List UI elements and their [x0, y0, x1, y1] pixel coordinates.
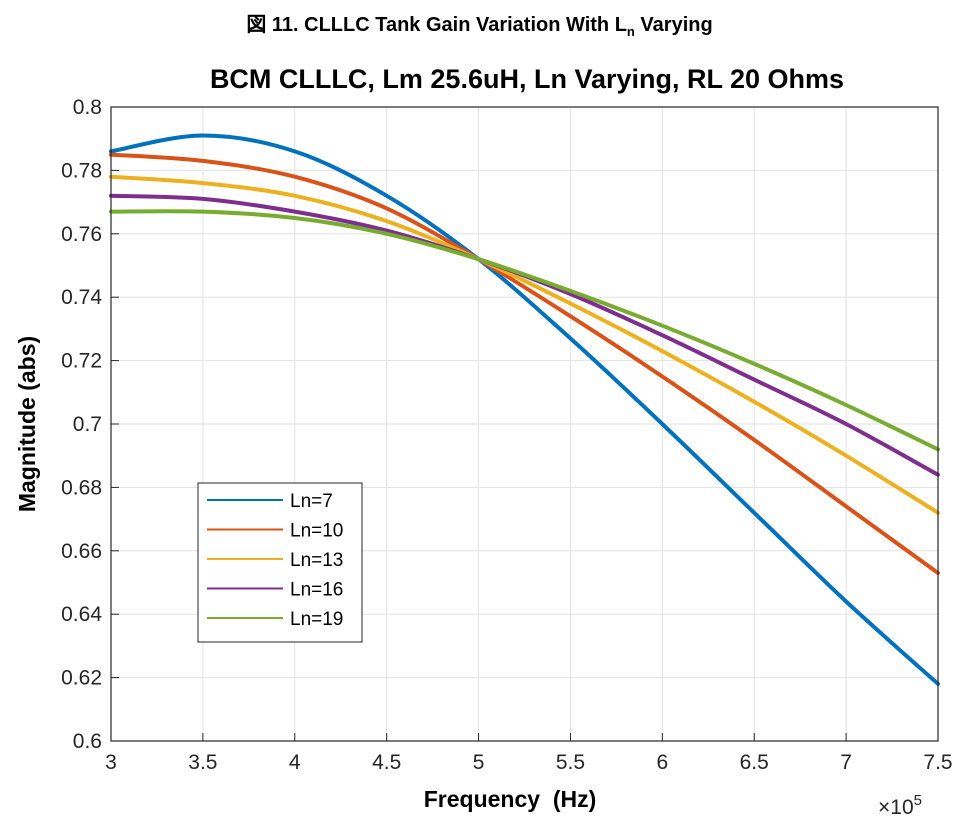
y-tick-label: 0.68	[61, 476, 102, 499]
y-tick-label: 0.76	[61, 223, 102, 246]
y-tick-label: 0.7	[73, 413, 102, 436]
x-tick-label: 7.5	[923, 751, 952, 774]
legend-box	[197, 482, 363, 643]
x-tick-label: 4.5	[372, 751, 401, 774]
x-tick-label: 3.5	[188, 751, 217, 774]
series-line-ln-7	[109, 133, 940, 686]
series-line-ln-10	[109, 152, 940, 575]
legend-label-ln-16: Ln=16	[290, 580, 343, 601]
x-tick-label: 7	[840, 751, 852, 774]
y-tick-label: 0.66	[61, 540, 102, 563]
y-axis-title: Magnitude (abs)	[14, 336, 40, 512]
y-tick-label: 0.72	[61, 350, 102, 373]
y-tick-label: 0.8	[73, 96, 102, 119]
legend-label-ln-10: Ln=10	[290, 521, 343, 542]
ticks: 3 3.5 4 4.5 5 5.5 6 6.5 7 7.5 0.6 0.62 0.64 0.66 0.68 0…	[61, 96, 952, 774]
legend-label-ln-7: Ln=7	[290, 491, 333, 512]
x-tick-label: 4	[289, 751, 301, 774]
legend-label-ln-19: Ln=19	[290, 609, 343, 630]
x-multiplier-exponent: 5	[914, 792, 922, 809]
y-tick-label: 0.74	[61, 286, 102, 309]
chart-title: BCM CLLLC, Lm 25.6uH, Ln Varying, RL 20 …	[210, 64, 844, 94]
series-line-ln-19	[109, 209, 940, 452]
y-tick-label: 0.64	[61, 603, 102, 626]
x-tick-label: 5.5	[556, 751, 585, 774]
caption-subscript: n	[626, 24, 635, 39]
legend-label-ln-13: Ln=13	[290, 550, 343, 571]
y-tick-label: 0.6	[73, 730, 102, 753]
y-tick-label: 0.62	[61, 667, 102, 690]
caption-suffix: Varying	[634, 14, 713, 36]
x-multiplier: ×105	[878, 792, 922, 819]
caption-prefix: 図 11. CLLLC Tank Gain Variation With L	[246, 14, 627, 36]
x-axis-title: Frequency (Hz)	[424, 786, 597, 812]
x-tick-label: 6.5	[740, 751, 769, 774]
x-tick-label: 5	[473, 751, 485, 774]
series-lines	[109, 133, 940, 686]
legend: Ln=7 Ln=10 Ln=13 Ln=16 Ln=19	[197, 482, 363, 643]
y-tick-label: 0.78	[61, 159, 102, 182]
x-multiplier-base: ×10	[878, 796, 914, 819]
series-line-ln-13	[109, 174, 940, 515]
figure-caption: 図 11. CLLLC Tank Gain Variation With Ln …	[0, 8, 959, 39]
x-tick-label: 6	[656, 751, 668, 774]
x-tick-label: 3	[105, 751, 117, 774]
